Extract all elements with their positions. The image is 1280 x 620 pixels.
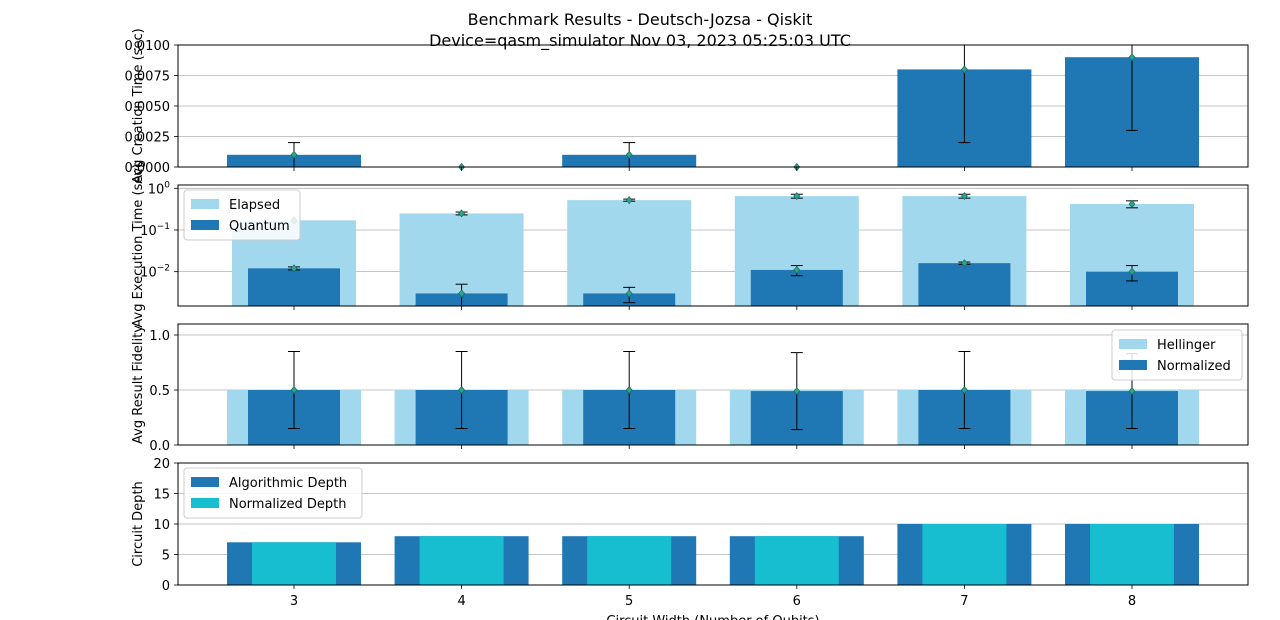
bar-normalized-depth: [1090, 524, 1174, 585]
data-point: [1128, 387, 1136, 396]
x-axis-label: Circuit Width (Number of Qubits): [606, 614, 819, 620]
legend-label: Algorithmic Depth: [229, 476, 347, 491]
data-point: [458, 209, 465, 218]
data-point: [1128, 267, 1136, 276]
y-axis-label: Avg Result Fidelity: [131, 325, 146, 444]
data-point: [1128, 200, 1136, 208]
data-point: [793, 387, 801, 396]
y-tick-label: 0.0075: [125, 70, 171, 85]
legend-label: Hellinger: [1157, 338, 1216, 353]
data-point: [290, 264, 298, 273]
y-tick-label: 10−2: [140, 264, 170, 281]
legend-swatch: [191, 220, 219, 230]
data-point: [458, 289, 465, 298]
bar-quantum: [918, 263, 1011, 306]
x-tick-label: 8: [1128, 594, 1136, 609]
data-point: [625, 196, 633, 205]
data-point: [961, 386, 968, 394]
data-point: [961, 192, 968, 201]
axes-frame: [177, 323, 1249, 446]
bar-normalized-depth: [419, 536, 504, 585]
y-tick-label: 0.5: [149, 384, 170, 399]
x-tick-label: 3: [290, 594, 298, 609]
legend-label: Normalized Depth: [229, 497, 346, 512]
data-point: [625, 386, 633, 394]
data-point: [961, 65, 968, 74]
legend-box: [183, 467, 363, 519]
x-tick-label: 4: [457, 594, 465, 609]
data-point: [961, 259, 968, 268]
y-tick-label: 0.0025: [125, 131, 171, 146]
axes-frame: [177, 462, 1249, 586]
bar-quantum: [248, 268, 340, 306]
bar-normalized-depth: [587, 536, 672, 585]
y-tick-label: 10: [153, 518, 170, 533]
y-axis-label: Avg Creation Time (sec): [131, 28, 146, 183]
data-point: [458, 386, 465, 394]
x-tick-label: 7: [960, 594, 968, 609]
axes-frame: [177, 184, 1249, 307]
y-tick-label: 0.0100: [125, 39, 171, 54]
legend-swatch: [1119, 339, 1147, 349]
legend-label: Elapsed: [229, 198, 280, 213]
legend-swatch: [191, 498, 219, 508]
data-point: [1128, 53, 1136, 62]
axes-frame: [177, 44, 1249, 168]
y-tick-label: 5: [162, 549, 170, 564]
x-tick-label: 5: [625, 594, 633, 609]
legend-label: Normalized: [1157, 359, 1231, 374]
y-tick-label: 1.0: [149, 329, 170, 344]
legend-swatch: [191, 199, 219, 209]
data-point: [625, 289, 633, 298]
y-tick-label: 100: [148, 180, 171, 197]
y-axis-label: Avg Execution Time (sec): [131, 163, 146, 327]
y-tick-label: 0.0: [149, 439, 170, 454]
legend-swatch: [1119, 360, 1147, 370]
bar-normalized-depth: [922, 524, 1007, 585]
data-point: [793, 265, 801, 274]
chart-title: Benchmark Results - Deutsch-Jozsa - Qisk…: [467, 10, 813, 29]
y-axis-label: Circuit Depth: [131, 481, 146, 567]
data-point: [290, 150, 298, 159]
legend-swatch: [191, 477, 219, 487]
y-tick-label: 15: [153, 488, 170, 503]
bar-normalized-depth: [252, 542, 336, 585]
data-point: [290, 386, 298, 394]
data-point: [793, 192, 801, 201]
y-tick-label: 0.0000: [125, 161, 171, 176]
y-tick-label: 0.0050: [125, 100, 171, 115]
bar-normalized-depth: [754, 536, 839, 585]
y-tick-label: 10−1: [140, 222, 170, 239]
y-tick-label: 20: [153, 457, 170, 472]
x-tick-label: 6: [793, 594, 801, 609]
data-point: [625, 150, 633, 159]
y-tick-label: 0: [162, 579, 170, 594]
legend-label: Quantum: [229, 219, 290, 234]
